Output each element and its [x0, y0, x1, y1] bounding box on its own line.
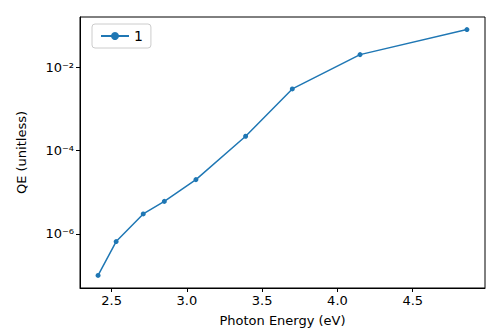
svg-text:10⁻⁶: 10⁻⁶: [45, 226, 74, 241]
svg-text:10⁻²: 10⁻²: [45, 60, 74, 75]
svg-text:10⁻⁴: 10⁻⁴: [45, 143, 74, 158]
svg-text:Photon Energy (eV): Photon Energy (eV): [219, 313, 345, 328]
svg-text:2.5: 2.5: [101, 293, 122, 308]
svg-text:1: 1: [134, 28, 143, 44]
svg-text:4.5: 4.5: [402, 293, 423, 308]
svg-text:3.0: 3.0: [177, 293, 198, 308]
svg-text:3.5: 3.5: [252, 293, 273, 308]
svg-text:QE (unitless): QE (unitless): [14, 111, 29, 194]
svg-text:4.0: 4.0: [327, 293, 348, 308]
